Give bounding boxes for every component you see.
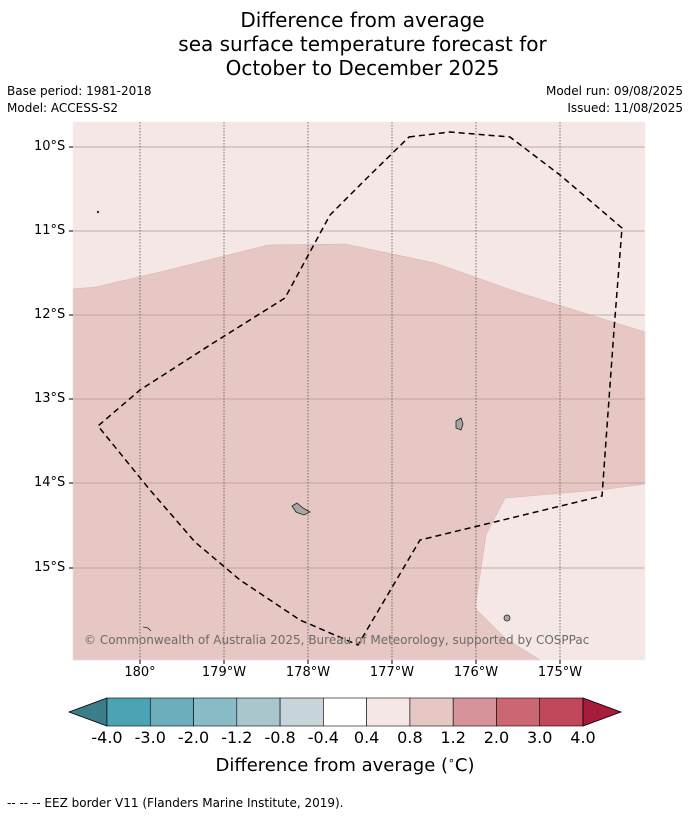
- colorbar-segment: [279, 697, 324, 727]
- eez-border: [96, 131, 623, 646]
- meta-right: Model run: 09/08/2025 Issued: 11/08/2025: [546, 83, 683, 117]
- lat-label-12s: 12°S: [34, 307, 66, 322]
- colorbar-tick-label: 3.0: [526, 728, 553, 747]
- island-south: [503, 614, 511, 622]
- lat-label-14s: 14°S: [34, 475, 66, 490]
- colorbar-tick-label: -4.0: [91, 728, 123, 747]
- island-northwest: [96, 210, 100, 214]
- colorbar-segment: [496, 697, 541, 727]
- lat-label-10s: 10°S: [34, 139, 66, 154]
- colorbar-tick-label: 0.8: [397, 728, 423, 747]
- copyright-notice: © Commonwealth of Australia 2025, Bureau…: [84, 633, 590, 647]
- latitude-gridlines: [73, 146, 645, 569]
- lon-label-176w: 176°W: [453, 665, 499, 680]
- island-southwest: [142, 626, 152, 632]
- colorbar-extend-low: [67, 697, 108, 727]
- colorbar-segment: [539, 697, 584, 727]
- model-run: Model run: 09/08/2025: [545, 84, 683, 98]
- lon-label-178w: 178°W: [285, 665, 331, 680]
- meta-left: Base period: 1981-2018 Model: ACCESS-S2: [7, 83, 152, 117]
- land-masses: [96, 210, 511, 632]
- colorbar-tick-label: -0.4: [307, 728, 339, 747]
- lon-label-180: 180°: [124, 665, 156, 680]
- title-line-1: Difference from average: [240, 8, 485, 32]
- colorbar-tick-label: -3.0: [134, 728, 166, 747]
- island-middle: [291, 502, 311, 516]
- colorbar-tick-label: 2.0: [483, 728, 510, 747]
- base-period: Base period: 1981-2018: [7, 84, 152, 98]
- colorbar-extend-high: [582, 697, 623, 727]
- colorbar-segment: [323, 697, 367, 727]
- colorbar-tick-label: -0.8: [264, 728, 296, 747]
- map-title: Difference from average sea surface temp…: [0, 8, 690, 80]
- colorbar-segment: [106, 697, 151, 727]
- island-east: [455, 417, 464, 431]
- colorbar-label: Difference from average (∘C): [215, 754, 475, 776]
- colorbar-segment: [193, 697, 238, 727]
- colorbar-segment: [452, 697, 497, 727]
- colorbar-label-text: Difference from average (: [215, 755, 449, 776]
- colorbar-tick-label: 4.0: [570, 728, 596, 747]
- lon-label-179w: 179°W: [201, 665, 247, 680]
- colorbar-segment: [409, 697, 454, 727]
- longitude-gridlines: [139, 122, 561, 660]
- colorbar-segment: [149, 697, 194, 727]
- colorbar-segment: [236, 697, 281, 727]
- colorbar-tick-label: -2.0: [177, 728, 210, 747]
- lat-label-13s: 13°S: [34, 391, 66, 406]
- title-line-3: October to December 2025: [225, 56, 500, 80]
- model-name: Model: ACCESS-S2: [7, 101, 119, 115]
- lat-label-15s: 15°S: [34, 560, 66, 575]
- eez-legend-footnote: -- -- -- EEZ border V11 (Flanders Marine…: [7, 796, 344, 810]
- colorbar-tick-label: 1.2: [440, 728, 466, 747]
- title-line-2: sea surface temperature forecast for: [178, 32, 547, 56]
- issued-date: Issued: 11/08/2025: [567, 101, 683, 115]
- lon-label-177w: 177°W: [369, 665, 415, 680]
- colorbar-tick-label: -1.2: [221, 728, 253, 747]
- lon-label-175w: 175°W: [537, 665, 583, 680]
- colorbar-tick-label: 0.4: [353, 728, 380, 747]
- colorbar-label-unit: C): [454, 755, 475, 776]
- lat-label-11s: 11°S: [34, 223, 66, 238]
- colorbar-segment: [366, 697, 411, 727]
